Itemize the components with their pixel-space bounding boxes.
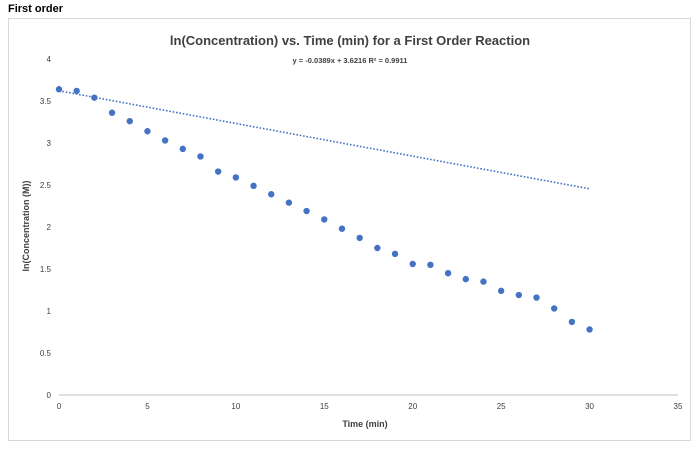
x-tick-label: 30 [585, 402, 594, 411]
x-tick-label: 0 [57, 402, 62, 411]
data-point [444, 270, 452, 277]
y-tick-label: 2.5 [40, 181, 52, 190]
data-point [197, 153, 204, 160]
data-point [551, 305, 558, 312]
data-point [250, 182, 257, 190]
y-tick-label: 2 [47, 223, 52, 232]
data-point [586, 326, 593, 333]
data-point [356, 234, 363, 242]
trendline-equation: y = -0.0389x + 3.6216 R² = 0.9911 [293, 56, 408, 65]
trendline-group [58, 89, 590, 190]
y-tick-label: 1 [47, 307, 52, 316]
data-point [91, 94, 98, 101]
x-tick-label: 15 [320, 402, 329, 411]
x-tick-label: 35 [674, 402, 683, 411]
data-point [321, 216, 328, 223]
x-tick-label: 25 [497, 402, 506, 411]
data-point [391, 250, 399, 258]
x-axis-label: Time (min) [342, 419, 387, 429]
y-tick-label: 0.5 [40, 349, 52, 358]
data-point [303, 207, 310, 215]
data-point [214, 168, 222, 175]
data-point [285, 199, 293, 206]
data-point [533, 294, 540, 301]
data-points [55, 86, 593, 333]
data-point [427, 261, 434, 268]
y-tick-label: 3.5 [40, 97, 52, 106]
data-point [73, 87, 80, 95]
y-tick-label: 3 [47, 139, 52, 148]
data-point [268, 191, 275, 198]
data-point [515, 291, 523, 299]
header-label: First order [8, 3, 64, 15]
data-point [480, 278, 487, 285]
data-point [144, 128, 151, 135]
data-point [374, 244, 381, 252]
trendline [58, 89, 590, 190]
x-tick-label: 10 [231, 402, 240, 411]
chart-title: ln(Concentration) vs. Time (min) for a F… [170, 33, 530, 48]
y-axis-label: ln(Concentration (M)) [21, 181, 31, 272]
data-point [126, 117, 133, 125]
y-tick-label: 0 [47, 391, 52, 400]
data-point [161, 137, 169, 144]
data-point [108, 109, 116, 116]
x-tick-label: 20 [408, 402, 417, 411]
x-tick-label: 5 [145, 402, 150, 411]
data-point [55, 86, 63, 93]
y-tick-label: 4 [47, 55, 52, 64]
data-point [568, 318, 576, 326]
tick-labels: 0 5 10 15 20 25 30 35 0 0.5 1 1.5 2 2.5 3 3.5 4 [40, 55, 683, 411]
data-point [497, 287, 505, 295]
y-tick-label: 1.5 [40, 265, 52, 274]
data-point [462, 275, 469, 283]
data-point [232, 174, 240, 181]
data-point [179, 145, 186, 153]
data-point [409, 260, 416, 268]
chart-frame [8, 18, 691, 441]
data-point [338, 225, 346, 232]
